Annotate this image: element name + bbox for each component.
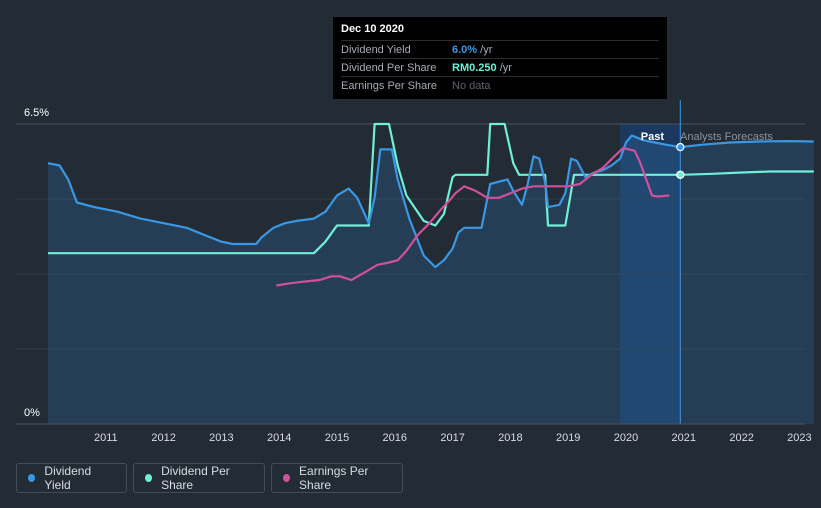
dividend-per-share-marker (676, 170, 685, 179)
x-tick-label: 2019 (556, 432, 580, 444)
legend-dividend-per-share[interactable]: Dividend Per Share (133, 463, 265, 493)
tooltip-row-dividend-per-share: Dividend Per Share RM0.250 /yr (341, 58, 659, 76)
legend-dot-icon (145, 474, 153, 482)
tooltip-label: Dividend Per Share (341, 61, 437, 74)
tooltip-label: Earnings Per Share (341, 79, 437, 92)
x-tick-label: 2023 (787, 432, 811, 444)
hover-tooltip: Dec 10 2020 Dividend Yield 6.0% /yr Divi… (333, 17, 667, 99)
y-axis-bottom-label: 0% (24, 407, 40, 419)
x-tick-label: 2014 (267, 432, 291, 444)
legend-dividend-yield[interactable]: Dividend Yield (16, 463, 127, 493)
legend-label: Dividend Yield (44, 464, 92, 492)
x-tick-label: 2020 (614, 432, 638, 444)
forecast-label: Analysts Forecasts (680, 131, 773, 143)
tooltip-suffix: /yr (496, 61, 512, 74)
legend-earnings-per-share[interactable]: Earnings Per Share (271, 463, 403, 493)
legend-dot-icon (28, 474, 36, 482)
grid-lines (16, 123, 805, 350)
x-tick-label: 2017 (440, 432, 464, 444)
tooltip-label: Dividend Yield (341, 43, 411, 56)
tooltip-date: Dec 10 2020 (341, 23, 404, 35)
dividend-yield-marker (676, 142, 685, 152)
legend-label: Earnings Per Share (299, 464, 369, 492)
dividend-yield-area (48, 135, 814, 424)
past-label: Past (641, 131, 665, 143)
legend-label: Dividend Per Share (161, 464, 230, 492)
y-axis-top-label: 6.5% (24, 107, 49, 119)
x-axis-ticks: 2011 2012 2013 2014 2015 2016 2017 2018 2019 2020… (94, 432, 812, 444)
x-tick-label: 2011 (94, 432, 118, 444)
tooltip-value: No data (452, 79, 491, 92)
x-tick-label: 2021 (672, 432, 696, 444)
x-tick-label: 2015 (325, 432, 349, 444)
dividend-yield-line (47, 134, 814, 269)
x-tick-label: 2016 (383, 432, 407, 444)
tooltip-value: RM0.250 (452, 61, 497, 74)
x-tick-label: 2012 (151, 432, 175, 444)
tooltip-value: 6.0% (452, 43, 478, 56)
dividend-per-share-line (48, 122, 814, 255)
x-tick-label: 2018 (498, 432, 522, 444)
x-tick-label: 2022 (729, 432, 753, 444)
x-tick-label: 2013 (209, 432, 233, 444)
tooltip-row-earnings-per-share: Earnings Per Share No data (341, 76, 659, 94)
tooltip-row-dividend-yield: Dividend Yield 6.0% /yr (341, 40, 659, 58)
tooltip-suffix: /yr (477, 43, 493, 56)
legend-dot-icon (283, 474, 291, 482)
earnings-per-share-line (276, 146, 670, 287)
